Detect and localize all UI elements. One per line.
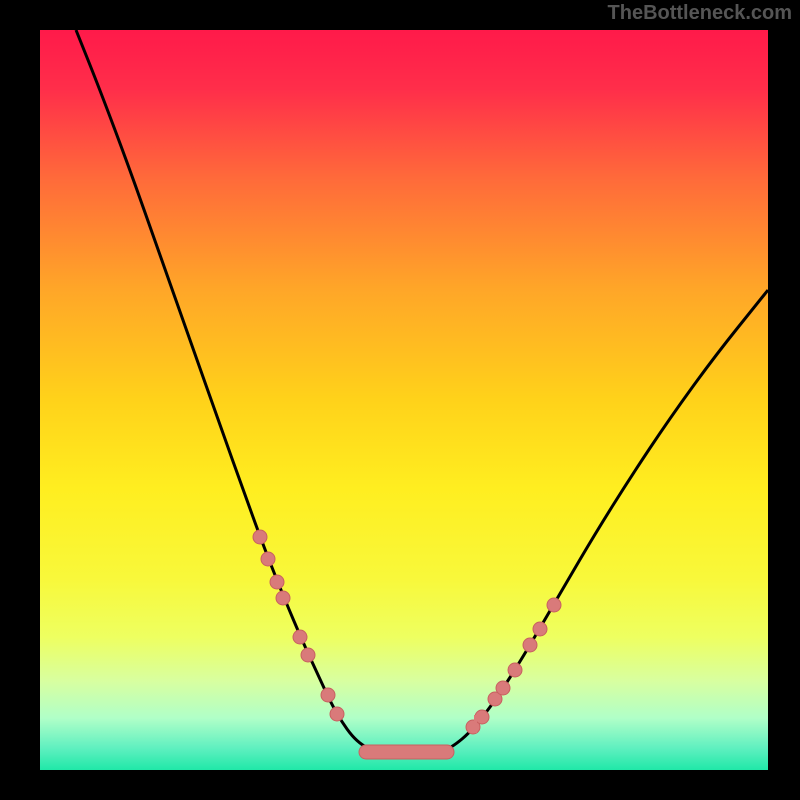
data-dot	[301, 648, 315, 662]
data-dot	[547, 598, 561, 612]
data-dot	[270, 575, 284, 589]
data-dot	[321, 688, 335, 702]
chart-overlay	[40, 30, 768, 770]
data-dot	[533, 622, 547, 636]
data-dot	[261, 552, 275, 566]
watermark-text: TheBottleneck.com	[608, 2, 792, 25]
data-dot	[508, 663, 522, 677]
left-dot-cluster	[253, 530, 344, 721]
data-dot	[475, 710, 489, 724]
bottom-dot-bar	[359, 745, 454, 759]
data-dot	[253, 530, 267, 544]
data-dot	[276, 591, 290, 605]
accent-mark	[474, 715, 477, 733]
left-curve	[76, 30, 380, 753]
data-dot	[496, 681, 510, 695]
data-dot	[523, 638, 537, 652]
right-curve	[438, 290, 768, 753]
data-dot	[330, 707, 344, 721]
right-accent-marks	[474, 715, 477, 733]
plot-area	[40, 30, 768, 770]
data-dot	[293, 630, 307, 644]
